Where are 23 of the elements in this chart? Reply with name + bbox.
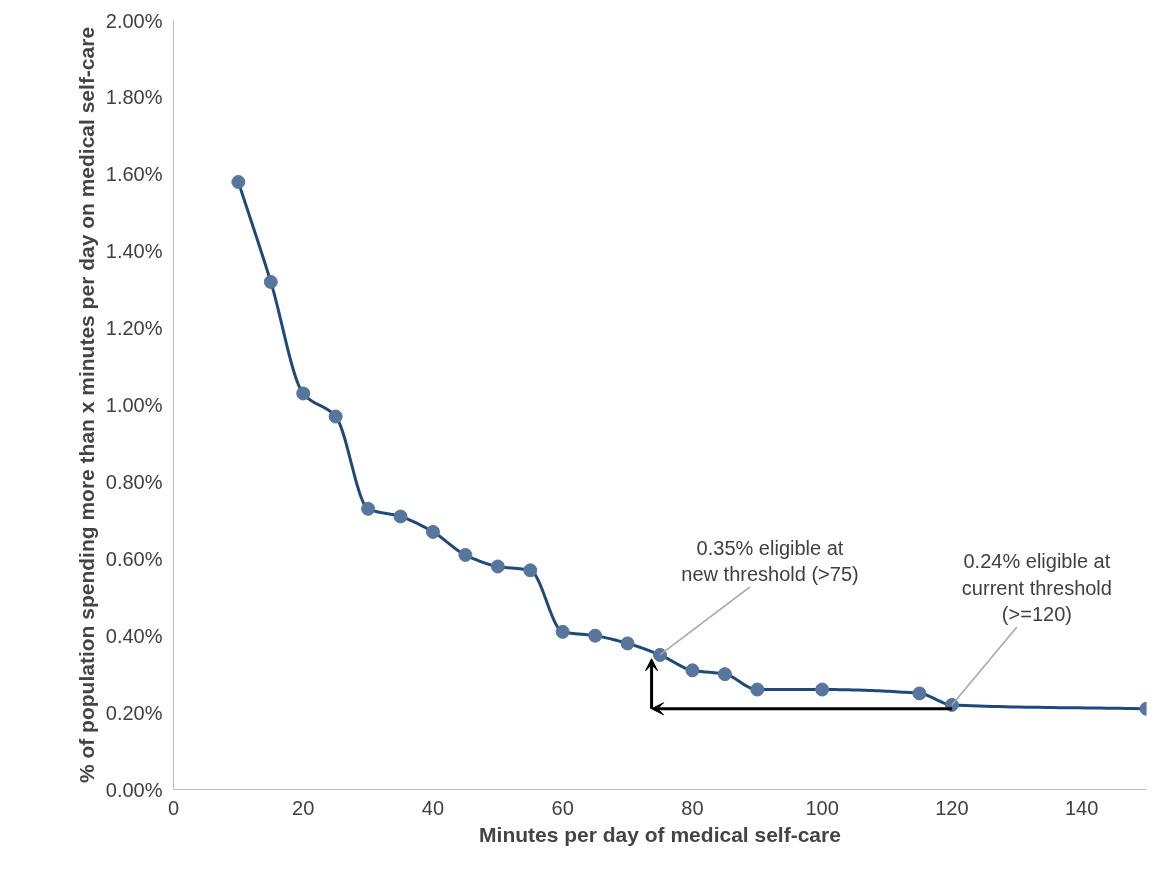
y-tick-label: 0.20% [105,701,163,724]
annotation: 0.24% eligible at current threshold (>=120) [961,550,1112,625]
x-tick-label: 0 [167,796,180,819]
y-tick-label: 2.00% [105,9,163,32]
y-tick-label: 0.80% [105,470,163,493]
x-tick-label: 100 [805,796,839,819]
y-tick-label: 1.00% [105,394,163,416]
x-tick-label: 80 [681,796,704,819]
y-tick-label: 0.60% [105,547,163,570]
y-tick-label: 0.00% [105,778,163,801]
y-tick-label: 1.40% [105,240,163,263]
y-tick-label: 1.60% [105,163,163,186]
annotation: 0.35% eligible at new threshold (>75) [681,536,859,585]
y-tick-label: 0.40% [105,624,163,647]
y-axis-title: % of population spending more than x minutes per day on medical self-care [74,26,98,784]
x-tick-label: 60 [551,796,574,819]
x-tick-label: 120 [935,796,969,819]
y-tick-label: 1.80% [105,86,163,109]
x-tick-label: 140 [1064,796,1099,819]
x-axis-title: Minutes per day of medical self-care [479,822,841,846]
x-tick-label: 40 [421,796,445,819]
x-tick-label: 20 [292,796,315,819]
y-tick-label: 1.20% [105,317,163,340]
